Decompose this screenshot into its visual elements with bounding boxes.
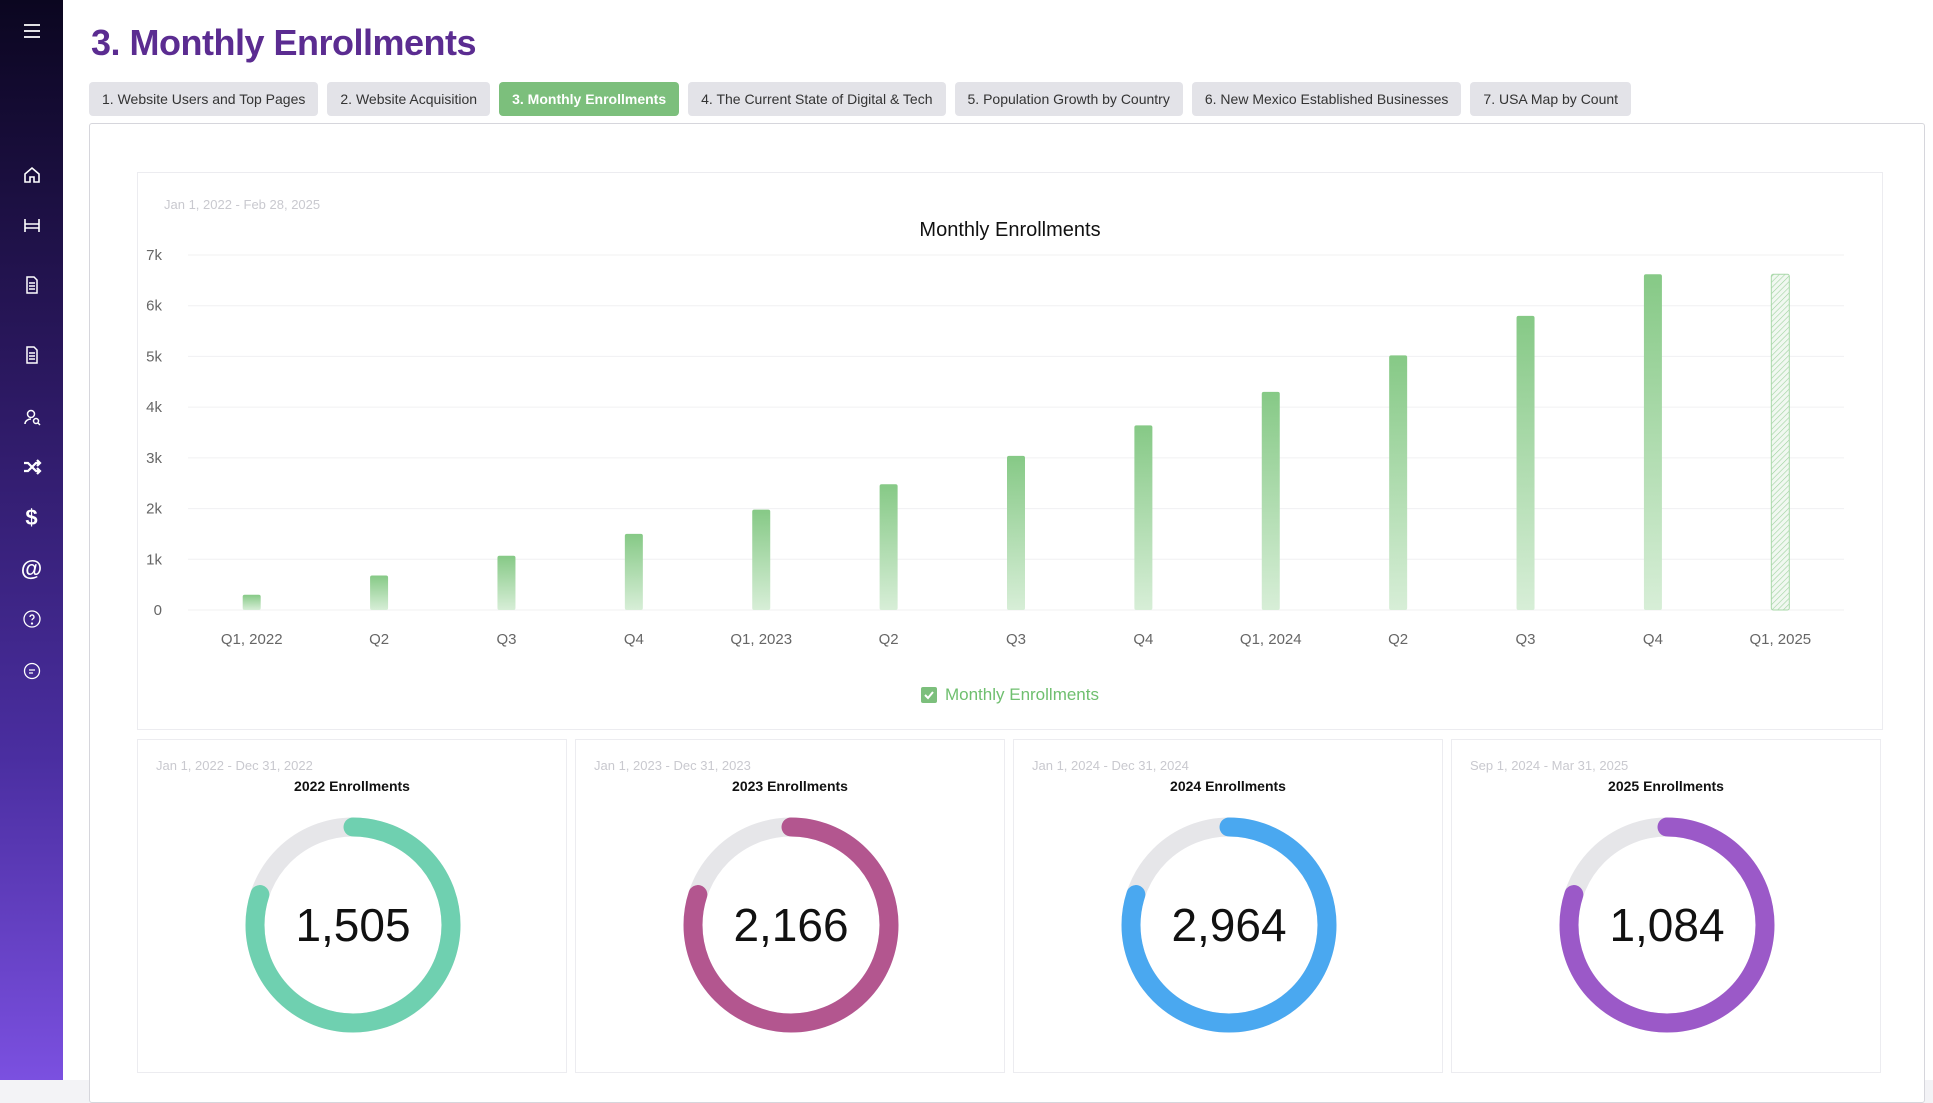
donut-value: 2,964 [1171,899,1287,951]
donut-card-2022: Jan 1, 2022 - Dec 31, 2022 2022 Enrollme… [137,739,567,1073]
bar[interactable] [1261,391,1280,610]
donut-title: 2023 Enrollments [732,778,848,794]
tab-website-acquisition[interactable]: 2. Website Acquisition [327,82,491,116]
donut-card-2023: Jan 1, 2023 - Dec 31, 2023 2023 Enrollme… [575,739,1005,1073]
date-range: Jan 1, 2022 - Dec 31, 2022 [156,758,313,773]
donut-title: 2022 Enrollments [294,778,410,794]
bed-icon[interactable] [0,210,63,240]
tab-bar: 1. Website Users and Top Pages 2. Websit… [89,82,1632,116]
tab-population-growth[interactable]: 5. Population Growth by Country [954,82,1183,116]
x-tick-label: Q1, 2023 [730,631,792,648]
donut-arc [1121,817,1337,1033]
user-search-icon[interactable] [0,402,63,432]
x-tick-label: Q1, 2025 [1749,631,1811,648]
home-icon[interactable] [0,160,63,190]
menu-icon[interactable] [0,16,63,46]
bar[interactable] [497,555,516,610]
x-tick-label: Q3 [1516,631,1536,648]
tab-website-users[interactable]: 1. Website Users and Top Pages [89,82,319,116]
y-tick-label: 7k [146,247,162,264]
chat-icon[interactable] [0,656,63,686]
date-range: Jan 1, 2024 - Dec 31, 2024 [1032,758,1189,773]
y-tick-label: 2k [146,501,162,518]
bar[interactable] [752,509,771,610]
date-range: Jan 1, 2023 - Dec 31, 2023 [594,758,751,773]
donut-arc [245,817,461,1033]
x-tick-label: Q2 [369,631,389,648]
bar[interactable] [879,484,898,610]
x-tick-label: Q3 [496,631,516,648]
tab-monthly-enrollments[interactable]: 3. Monthly Enrollments [499,82,680,116]
donut-chart [1121,817,1337,1033]
help-icon[interactable] [0,604,63,634]
donut-chart [245,817,461,1033]
x-tick-label: Q2 [879,631,899,648]
chart-legend[interactable]: Monthly Enrollments [138,685,1882,705]
main-content: 3. Monthly Enrollments 1. Website Users … [63,0,1933,1103]
donut-chart [1559,817,1775,1033]
x-tick-label: Q4 [1133,631,1153,648]
bar[interactable] [370,575,389,610]
report-frame: Jan 1, 2022 - Feb 28, 2025 Monthly Enrol… [89,123,1925,1103]
donut-value: 2,166 [733,899,849,951]
donut-title: 2024 Enrollments [1170,778,1286,794]
legend-label: Monthly Enrollments [944,685,1099,704]
bar[interactable] [624,533,643,610]
bar[interactable] [1007,455,1025,610]
check-icon [924,691,934,700]
y-tick-label: 0 [154,602,162,619]
bar[interactable] [242,594,261,610]
tab-usa-map[interactable]: 7. USA Map by Count [1470,82,1632,116]
dollar-icon[interactable]: $ [25,505,38,530]
bar-chart: 0 1k 2k 3k 4k 5k 6k 7k Q1, 2022 Q2 Q3 Q4 Q1, 2023 Q2… [146,247,1844,648]
shuffle-icon[interactable] [0,452,63,482]
donut-arc [1559,817,1775,1033]
date-range: Sep 1, 2024 - Mar 31, 2025 [1470,758,1629,773]
donut-chart [683,817,899,1033]
bar[interactable] [1643,274,1662,610]
donut-card-2024: Jan 1, 2024 - Dec 31, 2024 2024 Enrollme… [1013,739,1443,1073]
page-title: 3. Monthly Enrollments [91,22,477,63]
chart-title: Monthly Enrollments [919,219,1101,241]
bar[interactable] [1134,425,1153,610]
x-tick-label: Q1, 2024 [1240,631,1302,648]
date-range: Jan 1, 2022 - Feb 28, 2025 [164,197,321,212]
y-tick-label: 5k [146,348,162,365]
y-tick-label: 1k [146,551,162,568]
legend-checkbox[interactable] [920,687,937,703]
bar[interactable] [1770,273,1790,611]
tab-new-mexico-businesses[interactable]: 6. New Mexico Established Businesses [1191,82,1462,116]
x-tick-label: Q4 [624,631,644,648]
bar-chart-card: Jan 1, 2022 - Feb 28, 2025 Monthly Enrol… [137,172,1883,730]
donut-title: 2025 Enrollments [1608,778,1724,794]
tab-digital-tech[interactable]: 4. The Current State of Digital & Tech [688,82,946,116]
at-icon[interactable]: @ [20,556,43,581]
donut-value: 1,505 [295,899,411,951]
donut-arc [683,817,899,1033]
document-icon[interactable] [0,340,63,370]
y-tick-label: 3k [146,450,162,467]
bar[interactable] [1516,315,1535,610]
donut-card-2025: Sep 1, 2024 - Mar 31, 2025 2025 Enrollme… [1451,739,1881,1073]
x-tick-label: Q4 [1643,631,1663,648]
x-tick-label: Q3 [1006,631,1026,648]
document-icon[interactable] [0,270,63,300]
donut-value: 1,084 [1609,899,1725,951]
x-tick-label: Q1, 2022 [221,631,283,648]
y-tick-label: 6k [146,298,162,315]
y-tick-label: 4k [146,399,162,416]
sidebar: $ @ [0,0,63,1080]
bar[interactable] [1389,355,1408,610]
x-tick-label: Q2 [1388,631,1408,648]
